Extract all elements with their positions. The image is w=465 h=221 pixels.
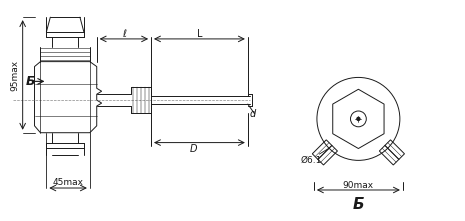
Text: Б: Б xyxy=(26,75,35,88)
Text: 45max: 45max xyxy=(53,178,84,187)
Text: 90max: 90max xyxy=(343,181,374,190)
Text: 95max: 95max xyxy=(10,59,19,91)
Text: Б: Б xyxy=(352,197,364,212)
Text: D: D xyxy=(190,143,197,154)
Text: d: d xyxy=(250,109,256,119)
Text: Ø6.1: Ø6.1 xyxy=(300,156,322,165)
Circle shape xyxy=(357,117,360,120)
Text: ℓ: ℓ xyxy=(122,29,126,39)
Text: L: L xyxy=(197,29,202,39)
